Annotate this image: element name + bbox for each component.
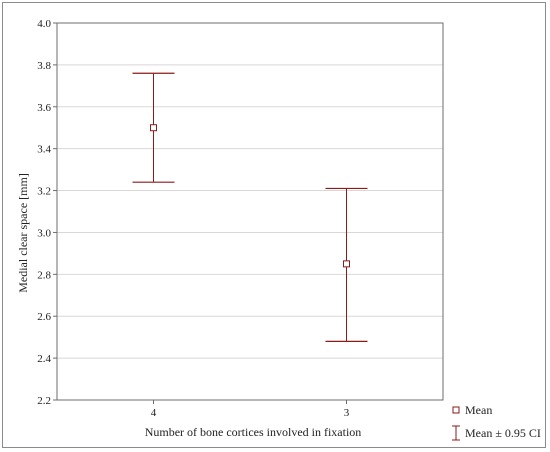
- mean-marker: [343, 260, 350, 268]
- y-tick-label: 3.4: [37, 144, 51, 156]
- y-axis-label: Medial clear space [mm]: [16, 173, 30, 293]
- legend-ci-icon: [452, 425, 460, 441]
- legend-mean-label: Mean: [465, 403, 492, 417]
- legend-ci-label: Mean ± 0.95 CI: [465, 426, 541, 440]
- y-tick-label: 3.6: [37, 102, 51, 114]
- y-axis-ticks: 2.2 2.4 2.6 2.8 3.0 3.2 3.4 3.6 3.8 4.0: [37, 18, 57, 407]
- chart-frame: [2, 2, 546, 448]
- y-tick-label: 4.0: [37, 18, 51, 30]
- y-tick-label: 2.2: [37, 395, 51, 407]
- x-axis-label: Number of bone cortices involved in fixa…: [145, 425, 362, 439]
- legend: Mean Mean ± 0.95 CI: [452, 403, 541, 441]
- y-tick-label: 3.0: [37, 227, 51, 239]
- error-bars: [132, 72, 368, 342]
- x-tick-label: 3: [344, 407, 350, 419]
- grid-lines: [57, 64, 443, 359]
- y-tick-label: 2.6: [37, 311, 51, 323]
- y-tick-label: 2.8: [37, 269, 51, 281]
- mean-marker: [150, 124, 157, 132]
- x-tick-label: 4: [151, 407, 157, 419]
- legend-mean-icon: [452, 406, 460, 414]
- y-tick-label: 2.4: [37, 353, 51, 365]
- plot-area: [56, 22, 444, 401]
- y-tick-label: 3.8: [37, 60, 51, 72]
- y-tick-label: 3.2: [37, 186, 51, 198]
